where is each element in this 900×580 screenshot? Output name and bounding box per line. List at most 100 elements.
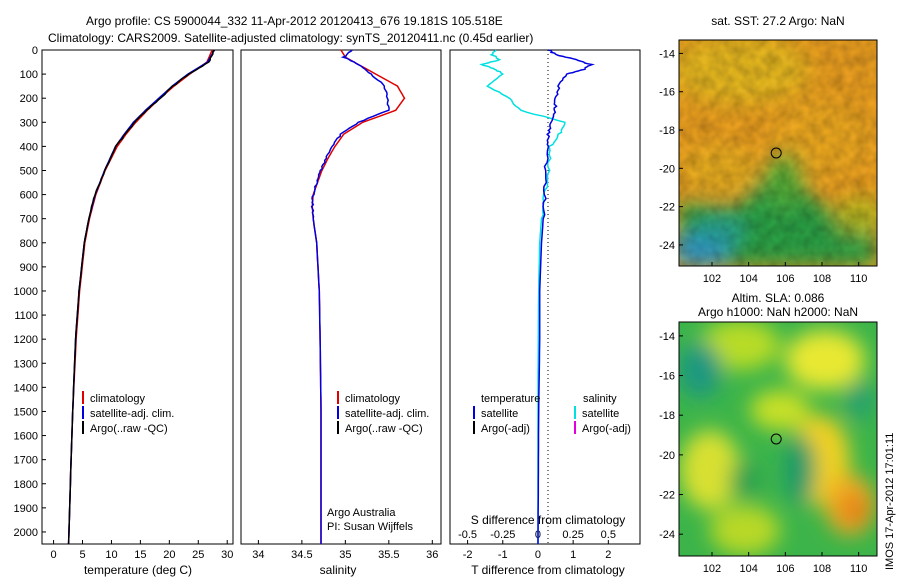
- argo-float-marker: [770, 147, 782, 159]
- x-tick-label: 10: [105, 549, 117, 561]
- y-tick-label: 2000: [14, 527, 38, 539]
- lon-tick-label: 104: [739, 563, 757, 575]
- y-tick-label: 1000: [14, 286, 38, 298]
- temperature-xlabel: temperature (deg C): [84, 563, 192, 577]
- y-tick-label: 800: [20, 238, 38, 250]
- y-tick-label: 1600: [14, 431, 38, 443]
- x-tick-label: 34: [252, 549, 264, 561]
- sst-map-title: sat. SST: 27.2 Argo: NaN: [711, 14, 844, 28]
- temperature-profiles: [67, 49, 216, 545]
- sla-map-title: Altim. SLA: 0.086: [732, 291, 825, 305]
- y-tick-label: 900: [20, 262, 38, 274]
- lon-tick-label: 108: [813, 563, 831, 575]
- lat-tick-label: -20: [659, 450, 675, 462]
- sst-heatmap: [679, 40, 877, 266]
- lon-tick-label: 108: [813, 273, 831, 285]
- y-tick-label: 400: [20, 141, 38, 153]
- lat-tick-label: -22: [659, 202, 675, 214]
- y-tick-label: 1100: [14, 310, 38, 322]
- difference-legend: temperature salinity satellite Argo(-adj…: [473, 393, 631, 435]
- salinity-satellite-line: [479, 49, 566, 544]
- y-tick-label: 0: [32, 45, 38, 57]
- y-tick-label: 1500: [14, 406, 38, 418]
- x-tick-label: 2: [605, 549, 611, 561]
- lon-tick-label: 102: [703, 563, 721, 575]
- x-tick-label: 0: [535, 549, 541, 561]
- imos-timestamp: IMOS 17-Apr-2012 17:01:11: [884, 433, 896, 570]
- y-tick-label: 1300: [14, 358, 38, 370]
- y-tick-label: 1800: [14, 479, 38, 491]
- y-tick-label: 1900: [14, 503, 38, 515]
- y-tick-label: 1700: [14, 455, 38, 467]
- satellite-line: [310, 49, 390, 544]
- salinity-profiles: [310, 49, 406, 544]
- salinity-axes-frame: [240, 49, 442, 545]
- s-tick-label: -0.5: [458, 529, 477, 541]
- legend-temp-satellite-label: satellite: [481, 408, 518, 420]
- lon-tick-label: 110: [850, 563, 868, 575]
- x-tick-label: 1: [570, 549, 576, 561]
- argo-line: [67, 49, 215, 545]
- x-tick-label: 25: [192, 549, 204, 561]
- difference-panel: -2 -1 0 1 2-0.5 -0.25 0 0.25 0.5 S difference fr…: [449, 49, 641, 577]
- y-tick-label: 300: [20, 117, 38, 129]
- legend-argo-label: Argo(..raw -QC): [345, 423, 423, 435]
- sla-map-panel: Altim. SLA: 0.086 Argo h1000: NaN h2000:…: [659, 291, 878, 575]
- legend-climatology-label: climatology: [345, 393, 401, 405]
- difference-x-axis: -2 -1 0 1 2-0.5 -0.25 0 0.25 0.5: [458, 529, 616, 561]
- annotation-pi: PI: Susan Wijffels: [327, 521, 413, 533]
- legend-salinity-title: salinity: [583, 393, 617, 405]
- sla-map-frame: [678, 321, 878, 557]
- s-tick-label: 0.25: [562, 529, 583, 541]
- depth-axis: 0 100 200 300 400 500 600 700 800 900 1000 1100 1200…: [14, 45, 46, 539]
- sla-map-axes: 102 104 106 108 110 -14 -16 -18 -20 -22 -24: [659, 331, 867, 575]
- y-tick-label: 600: [20, 190, 38, 202]
- lat-tick-label: -22: [659, 490, 675, 502]
- temperature-x-axis: 0 5 10 15 20 25 30: [51, 540, 233, 561]
- lat-tick-label: -18: [659, 125, 675, 137]
- x-tick-label: 35: [339, 549, 351, 561]
- temperature-satellite-line: [537, 49, 595, 544]
- difference-profiles: [479, 49, 595, 544]
- sst-map-frame: [678, 39, 878, 267]
- lat-tick-label: -14: [659, 331, 675, 343]
- legend-argo-label: Argo(..raw -QC): [90, 423, 168, 435]
- y-tick-label: 100: [20, 69, 38, 81]
- temperature-legend: climatology satellite-adj. clim. Argo(..…: [82, 391, 174, 435]
- legend-satellite-label: satellite-adj. clim.: [345, 408, 429, 420]
- sla-map-subtitle: Argo h1000: NaN h2000: NaN: [698, 305, 858, 319]
- lat-tick-label: -20: [659, 163, 675, 175]
- sst-map-axes: 102 104 106 108 110 -14 -16 -18 -20 -22 -24: [659, 48, 867, 285]
- x-tick-label: 35.5: [378, 549, 399, 561]
- x-tick-label: 0: [51, 549, 57, 561]
- x-tick-label: 30: [221, 549, 233, 561]
- y-tick-label: 1400: [14, 382, 38, 394]
- sst-map-panel: sat. SST: 27.2 Argo: NaN 102 104 106 108 110…: [659, 14, 878, 285]
- salinity-x-axis: 34 34.5 35 35.5 36: [252, 540, 438, 561]
- x-tick-label: 15: [134, 549, 146, 561]
- salinity-legend: climatology satellite-adj. clim. Argo(..…: [337, 391, 429, 435]
- y-tick-label: 1200: [14, 334, 38, 346]
- annotation-argo-australia: Argo Australia: [327, 507, 396, 519]
- legend-temp-argo-label: Argo(-adj): [481, 423, 530, 435]
- x-tick-label: -1: [498, 549, 508, 561]
- s-difference-label: S difference from climatology: [471, 513, 626, 527]
- argo-float-marker: [770, 433, 782, 445]
- salinity-panel: 34 34.5 35 35.5 36 salinity climatology sate…: [240, 49, 442, 577]
- legend-sal-satellite-label: satellite: [582, 408, 619, 420]
- lon-tick-label: 110: [850, 273, 868, 285]
- y-tick-label: 500: [20, 165, 38, 177]
- x-tick-label: 34.5: [291, 549, 312, 561]
- x-tick-label: 5: [79, 549, 85, 561]
- legend-sal-argo-label: Argo(-adj): [582, 423, 631, 435]
- lon-tick-label: 104: [739, 273, 757, 285]
- y-tick-label: 200: [20, 93, 38, 105]
- sla-heatmap: [679, 322, 877, 556]
- lat-tick-label: -24: [659, 240, 675, 252]
- header-title-line2: Climatology: CARS2009. Satellite-adjuste…: [48, 31, 533, 45]
- lat-tick-label: -24: [659, 529, 675, 541]
- temperature-panel: 0100200300400500600700800900100011001200…: [14, 45, 234, 577]
- header-title-line1: Argo profile: CS 5900044_332 11-Apr-2012…: [86, 14, 503, 28]
- x-tick-label: -2: [463, 549, 473, 561]
